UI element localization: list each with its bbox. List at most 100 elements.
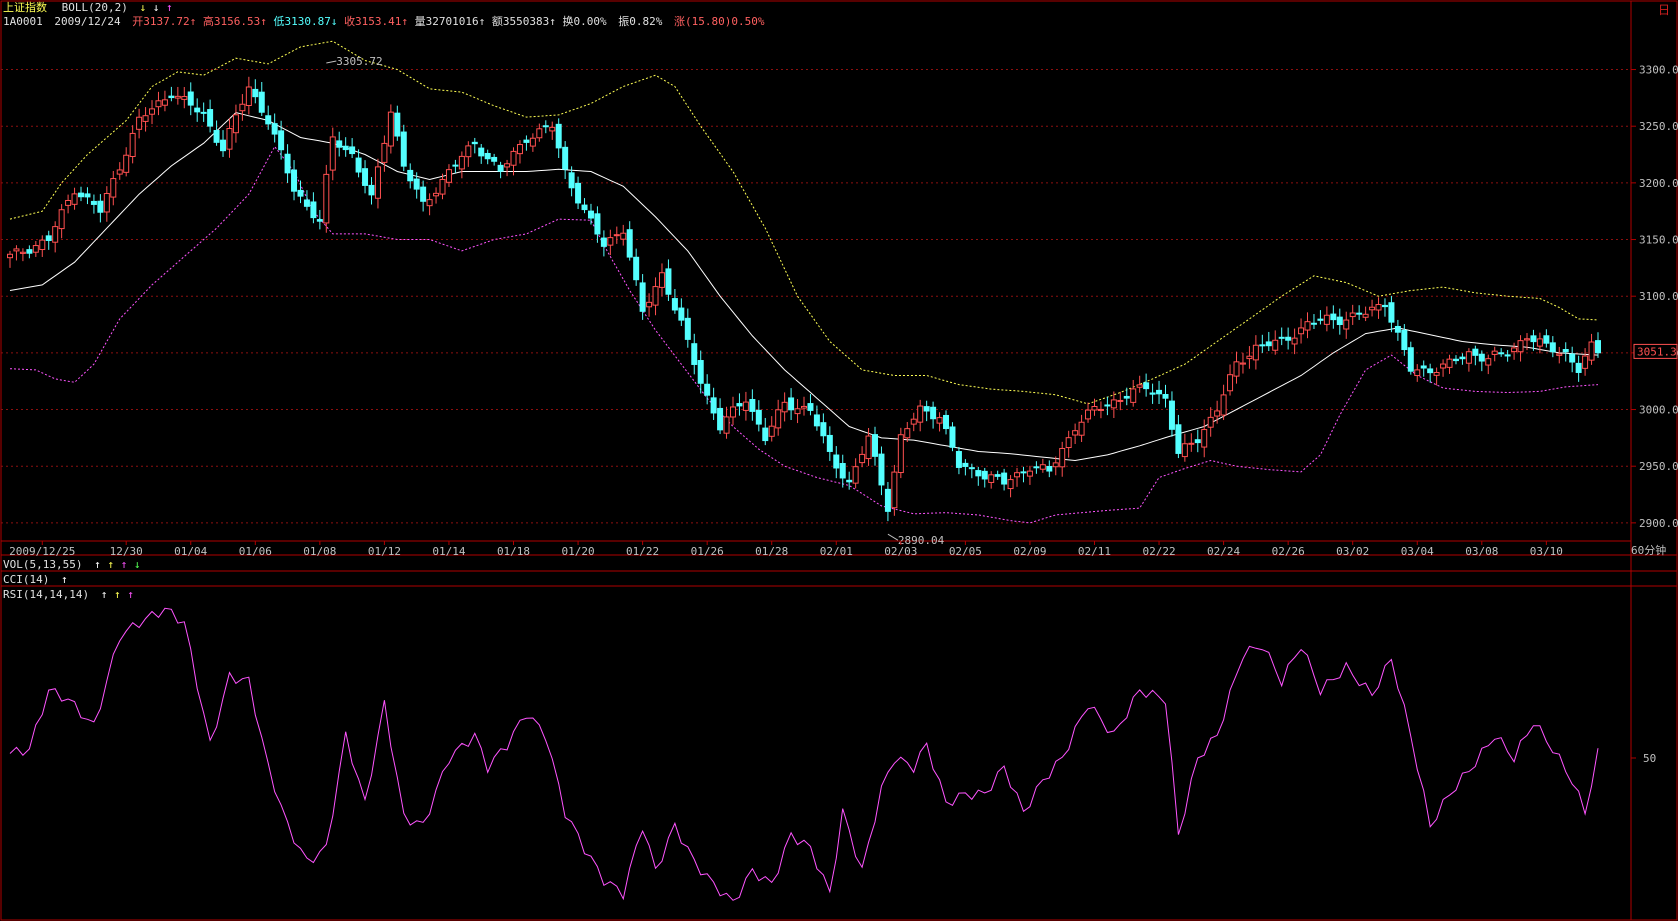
candlestick[interactable] [568, 166, 575, 197]
candlestick[interactable] [97, 194, 104, 223]
candlestick[interactable] [710, 387, 717, 420]
candlestick[interactable] [316, 209, 323, 230]
candlestick[interactable] [910, 412, 917, 432]
boll-indicator-label[interactable]: BOLL(20,2) [61, 1, 128, 14]
candlestick[interactable] [1059, 441, 1066, 477]
vol-indicator-label[interactable]: VOL(5,13,55) [3, 558, 83, 571]
candlestick[interactable] [801, 396, 807, 416]
candlestick[interactable] [1343, 311, 1350, 339]
vol-arrow-icons[interactable]: ↑ ↑ ↑ ↓ [94, 558, 141, 571]
candlestick[interactable] [1052, 456, 1059, 476]
candlestick[interactable] [878, 446, 885, 496]
candlestick[interactable] [872, 426, 879, 466]
candlestick[interactable] [355, 149, 362, 178]
candlestick[interactable] [1104, 396, 1111, 416]
candlestick[interactable] [1097, 401, 1104, 419]
candlestick[interactable] [1259, 334, 1266, 353]
candlestick[interactable] [1336, 308, 1343, 335]
candlestick[interactable] [1375, 297, 1382, 319]
candlestick[interactable] [1039, 458, 1046, 473]
candlestick[interactable] [142, 107, 149, 132]
candlestick[interactable] [684, 308, 691, 348]
candlestick[interactable] [471, 137, 478, 154]
candlestick[interactable] [1078, 414, 1085, 443]
candlestick[interactable] [362, 160, 369, 194]
candlestick[interactable] [84, 187, 91, 205]
candlestick[interactable] [968, 463, 975, 479]
candlestick[interactable] [1014, 467, 1021, 487]
candlestick[interactable] [1020, 466, 1027, 483]
candlestick[interactable] [658, 263, 665, 297]
candlestick[interactable] [136, 108, 143, 139]
candlestick[interactable] [923, 400, 930, 422]
candlestick[interactable] [510, 147, 517, 176]
rsi-panel[interactable]: 50 [9, 607, 1656, 901]
candlestick[interactable] [207, 99, 214, 133]
candlestick[interactable] [1330, 305, 1337, 329]
candlestick[interactable] [1582, 348, 1589, 376]
candlestick[interactable] [32, 241, 39, 257]
candlestick[interactable] [13, 245, 20, 261]
candlestick[interactable] [1362, 306, 1369, 322]
candlestick[interactable] [1588, 333, 1595, 365]
period-label[interactable]: 60分钟 [1631, 544, 1667, 557]
candlestick[interactable] [129, 125, 136, 164]
candlestick[interactable] [665, 259, 672, 301]
candlestick[interactable] [852, 458, 859, 489]
candlestick[interactable] [639, 274, 646, 320]
candlestick[interactable] [1117, 391, 1124, 411]
candlestick[interactable] [1543, 329, 1550, 348]
candlestick[interactable] [955, 446, 962, 475]
candlestick[interactable] [439, 173, 446, 200]
candlestick[interactable] [497, 161, 504, 179]
candlestick[interactable] [1265, 331, 1272, 351]
candlestick[interactable] [704, 374, 711, 405]
candlestick[interactable] [426, 193, 433, 216]
candlestick[interactable] [981, 467, 988, 488]
candlestick[interactable] [1123, 387, 1130, 406]
candlestick[interactable] [1110, 391, 1117, 419]
candlestick[interactable] [943, 410, 950, 435]
candlestick[interactable] [839, 454, 846, 488]
candlestick[interactable] [949, 422, 956, 452]
candlestick[interactable] [413, 172, 420, 199]
candlestick[interactable] [884, 481, 891, 522]
candlestick[interactable] [562, 141, 569, 180]
candlestick[interactable] [278, 120, 285, 160]
candlestick[interactable] [587, 203, 594, 225]
candlestick[interactable] [1072, 423, 1079, 444]
candlestick[interactable] [975, 466, 982, 486]
restore-window-icon[interactable]: 日 [1657, 3, 1670, 17]
candlestick[interactable] [1446, 354, 1453, 374]
candlestick[interactable] [368, 177, 375, 205]
candlestick[interactable] [342, 137, 349, 157]
candlestick[interactable] [452, 159, 459, 174]
candlestick[interactable] [194, 98, 201, 122]
candlestick[interactable] [1194, 429, 1201, 453]
candlestick[interactable] [542, 120, 549, 134]
candlestick[interactable] [555, 118, 562, 158]
candlestick[interactable] [1491, 346, 1498, 362]
candlestick[interactable] [1091, 398, 1098, 416]
candlestick[interactable] [620, 224, 627, 246]
candlestick[interactable] [846, 471, 853, 490]
candlestick[interactable] [1407, 341, 1414, 375]
candlestick[interactable] [187, 82, 194, 116]
candlestick[interactable] [1381, 298, 1388, 317]
candlestick[interactable] [19, 248, 26, 262]
candlestick[interactable] [607, 229, 614, 256]
candlestick[interactable] [1556, 346, 1563, 364]
candlestick[interactable] [1517, 335, 1524, 362]
candlestick[interactable] [717, 398, 724, 435]
candlestick[interactable] [1272, 330, 1279, 355]
cci-indicator-label[interactable]: CCI(14) [3, 573, 50, 586]
candlestick[interactable] [407, 163, 414, 189]
candlestick[interactable] [633, 248, 640, 286]
candlestick[interactable] [1323, 306, 1330, 332]
candlestick[interactable] [729, 396, 736, 426]
candlestick[interactable] [52, 221, 59, 253]
candlestick[interactable] [1595, 332, 1601, 358]
candlestick[interactable] [865, 427, 872, 466]
candlestick[interactable] [749, 389, 756, 421]
cci-arrow-icon[interactable]: ↑ [60, 573, 68, 586]
